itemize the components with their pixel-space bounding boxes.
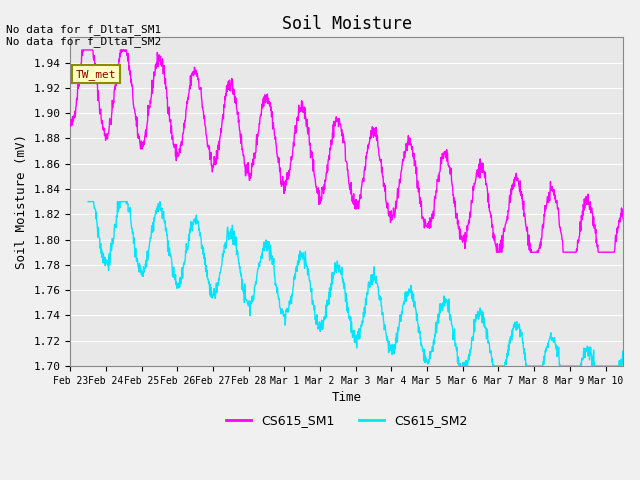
Title: Soil Moisture: Soil Moisture [282,15,412,33]
Y-axis label: Soil Moisture (mV): Soil Moisture (mV) [15,134,28,269]
Text: TW_met: TW_met [76,69,116,80]
X-axis label: Time: Time [332,391,362,404]
Text: No data for f_DltaT_SM1
No data for f_DltaT_SM2: No data for f_DltaT_SM1 No data for f_Dl… [6,24,162,48]
Legend: CS615_SM1, CS615_SM2: CS615_SM1, CS615_SM2 [221,409,473,432]
